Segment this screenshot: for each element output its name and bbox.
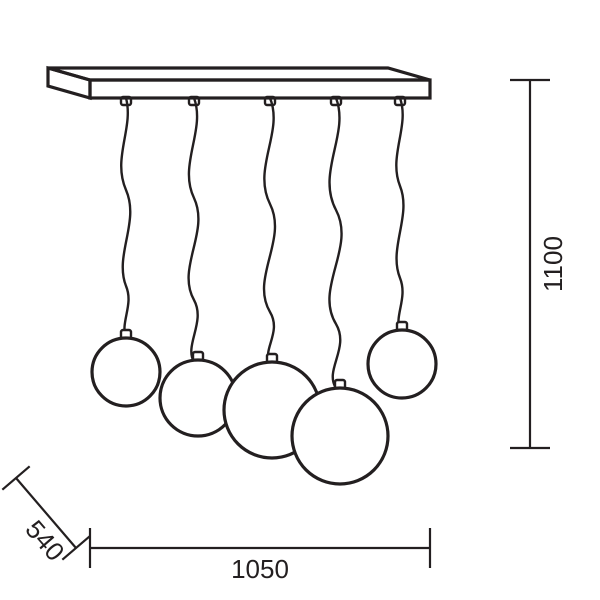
dim-width-label: 1050 — [231, 554, 289, 584]
dim-depth-tick-end — [2, 466, 29, 489]
ceiling-plate-side — [48, 68, 90, 98]
pendant-lamp-technical-drawing: 11001050540 — [0, 0, 600, 600]
ceiling-plate-top — [48, 68, 430, 80]
ceiling-plate-front — [90, 80, 430, 98]
globe-0 — [92, 338, 160, 406]
dim-height-label: 1100 — [538, 236, 568, 292]
cord-0 — [121, 98, 130, 338]
cord-3 — [329, 98, 341, 388]
cord-1 — [189, 98, 199, 362]
globe-4 — [368, 330, 436, 398]
pendant-cords-group — [92, 97, 436, 484]
globe-3 — [292, 388, 388, 484]
cord-2 — [264, 98, 275, 362]
cord-4 — [396, 98, 403, 330]
